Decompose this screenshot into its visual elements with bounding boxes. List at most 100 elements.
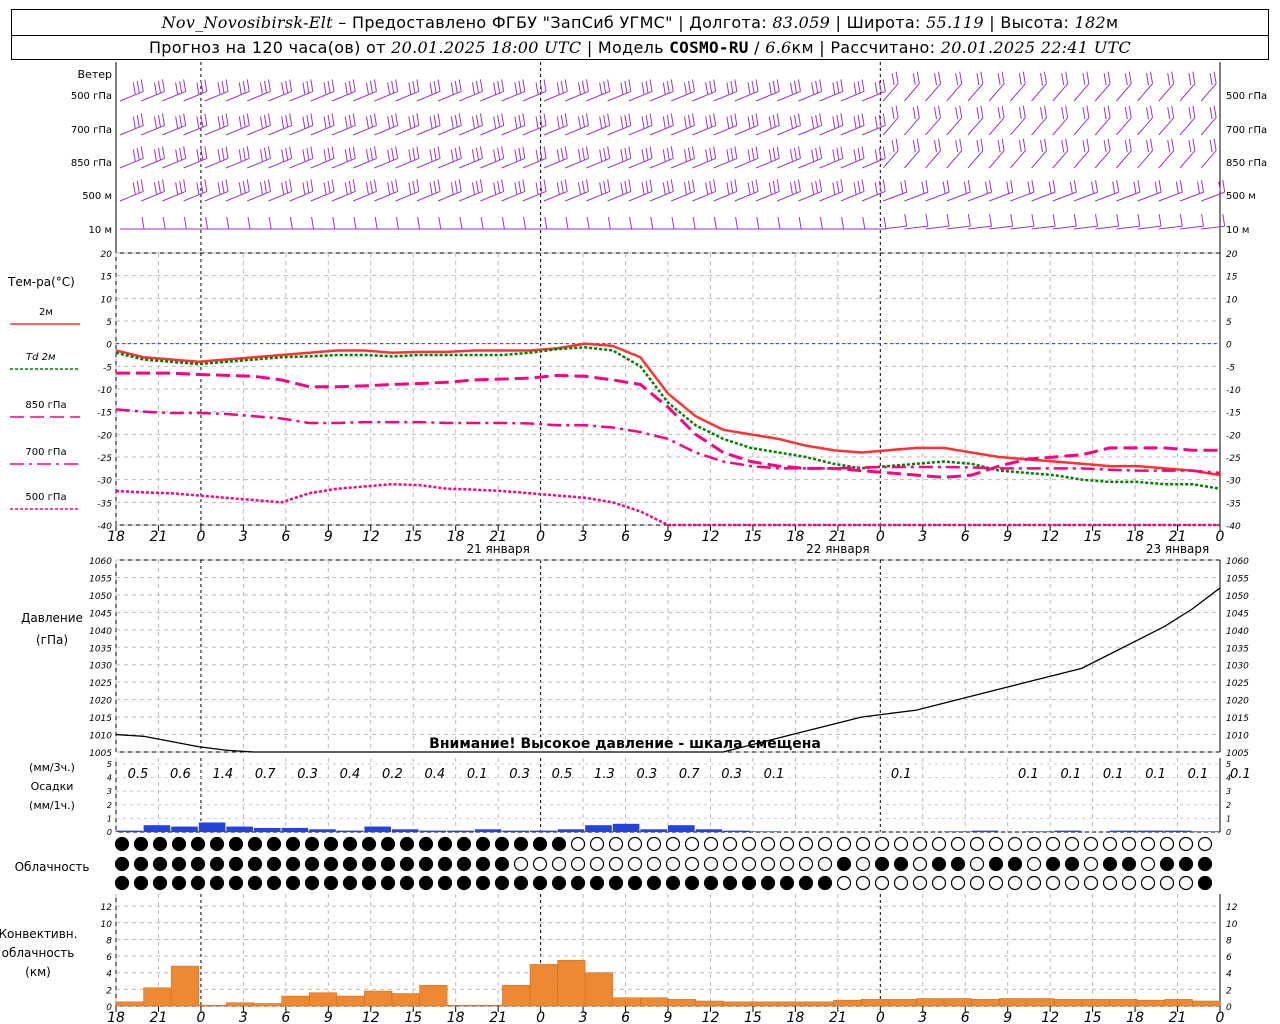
wind-barb-flag	[196, 82, 200, 95]
wind-barb-flag	[479, 113, 483, 126]
convective-title-line: облачность	[2, 946, 75, 960]
wind-barb-flag	[242, 114, 246, 128]
precip-3h-total: 0.7	[679, 767, 700, 782]
precip-tick-label-right: 5	[1226, 760, 1231, 769]
wind-barb-flag	[934, 140, 938, 153]
wind-barb-flag	[726, 149, 730, 162]
wind-barb-flag	[1095, 180, 1099, 193]
convective-bar	[1054, 999, 1083, 1007]
wind-barb-shaft	[1179, 117, 1196, 136]
wind-barb-shaft	[543, 190, 568, 202]
wind-barb-shaft	[1179, 150, 1196, 169]
wind-barb-flag	[556, 149, 560, 162]
wind-barb-flag	[475, 180, 479, 194]
wind-barb-flag	[323, 82, 327, 95]
wind-barb-shaft	[649, 190, 674, 202]
time-tick-label: 21	[150, 1010, 168, 1024]
wind-barb-flag	[450, 82, 454, 95]
wind-barb-flag	[985, 181, 989, 194]
precip-bar	[1192, 831, 1219, 832]
wind-barb-flag	[310, 113, 314, 126]
wind-barb-flag	[391, 114, 395, 128]
wind-barb-flag	[1116, 180, 1120, 193]
temp-tick-label-right: -30	[1226, 477, 1241, 487]
time-tick-label: 9	[324, 1010, 333, 1024]
wind-barb-flag	[1150, 71, 1154, 84]
pressure-tick-label: 1005	[89, 749, 112, 759]
wind-barb-flag	[373, 113, 377, 126]
convective-bar	[888, 999, 917, 1007]
wind-barb-shaft	[1073, 117, 1090, 136]
wind-barb-flag	[1082, 107, 1086, 120]
wind-barb-flag	[408, 82, 412, 95]
temp-tick-label-right: -35	[1226, 499, 1241, 509]
wind-barb-shaft	[628, 190, 653, 202]
time-tick-label: 0	[1216, 1010, 1225, 1024]
cloud-cover-symbol	[703, 836, 719, 852]
wind-barb-flag	[577, 182, 581, 195]
wind-barb-flag	[709, 80, 713, 94]
wind-barb-flag	[938, 138, 942, 151]
wind-barb-flag	[263, 80, 267, 94]
cloud-cover-symbol	[1045, 875, 1061, 891]
convective-tick-label: 0	[106, 1003, 112, 1013]
wind-barb-shaft	[1116, 117, 1132, 136]
wind-barb-flag	[518, 114, 522, 128]
cloud-cover-symbol	[551, 836, 567, 852]
wind-barb-flag	[497, 147, 501, 161]
wind-barb-flag	[942, 181, 946, 194]
temp-tick-label: -25	[97, 454, 112, 464]
wind-barb-flag	[153, 116, 157, 129]
wind-barb-flag	[641, 116, 645, 129]
wind-barb-flag	[344, 149, 348, 162]
wind-barb-shaft	[353, 90, 377, 102]
latitude-label: Широта:	[846, 13, 921, 32]
cloud-cover-symbol	[665, 836, 681, 852]
wind-barb-shaft	[989, 225, 1013, 230]
cloud-cover-symbol	[133, 875, 149, 891]
wind-barb-shaft	[289, 190, 314, 202]
wind-barb-shaft	[1158, 225, 1183, 230]
wind-barb-flag	[641, 149, 645, 162]
cloud-cover-symbol	[1007, 856, 1023, 872]
wind-barb-shaft	[840, 124, 865, 136]
wind-barb-shaft	[310, 190, 335, 202]
wind-barb-shaft	[586, 90, 610, 102]
wind-barb-flag	[387, 116, 391, 129]
wind-barb-flag	[662, 116, 666, 129]
pressure-tick-label: 1025	[89, 679, 112, 689]
model-resolution: 6.6	[765, 38, 792, 57]
wind-barb-flag	[705, 182, 709, 195]
wind-barb-flag	[797, 179, 801, 192]
wind-barb-flag	[1213, 105, 1217, 118]
wind-barb-shaft	[946, 117, 963, 136]
wind-barb-flag	[628, 79, 632, 92]
wind-barb-flag	[730, 80, 734, 94]
provider-text: Предоставлено ФГБУ "ЗапСиб УГМС"	[351, 13, 673, 32]
cloud-cover-symbol	[779, 875, 795, 891]
wind-barb-flag	[161, 113, 165, 126]
cloud-cover-symbol	[1178, 856, 1194, 872]
wind-barb-flag	[1171, 105, 1175, 118]
wind-barb-flag	[662, 82, 666, 95]
wind-barb-shaft	[1200, 150, 1217, 169]
wind-barb-shaft	[1137, 225, 1162, 230]
wind-barb-shaft	[247, 190, 271, 202]
convective-tick-label-right: 4	[1226, 970, 1232, 980]
wind-barb-flag	[836, 147, 840, 161]
wind-barb-flag	[539, 180, 543, 194]
wind-barb-shaft	[162, 157, 186, 169]
wind-barb-flag	[289, 216, 293, 230]
wind-barb-shaft	[141, 90, 165, 102]
wind-barb-shaft	[416, 124, 441, 136]
wind-barb-flag	[603, 180, 607, 194]
convective-bar	[446, 1004, 476, 1007]
cloud-cover-symbol	[513, 875, 529, 891]
convective-bar	[1164, 999, 1193, 1007]
wind-barb-flag	[687, 180, 691, 194]
precip-bar	[612, 823, 640, 832]
cloud-cover-symbol	[741, 856, 757, 872]
wind-barb-shaft	[925, 225, 950, 230]
cloud-cover-symbol	[285, 875, 301, 891]
longitude-value: 83.059	[772, 13, 831, 32]
